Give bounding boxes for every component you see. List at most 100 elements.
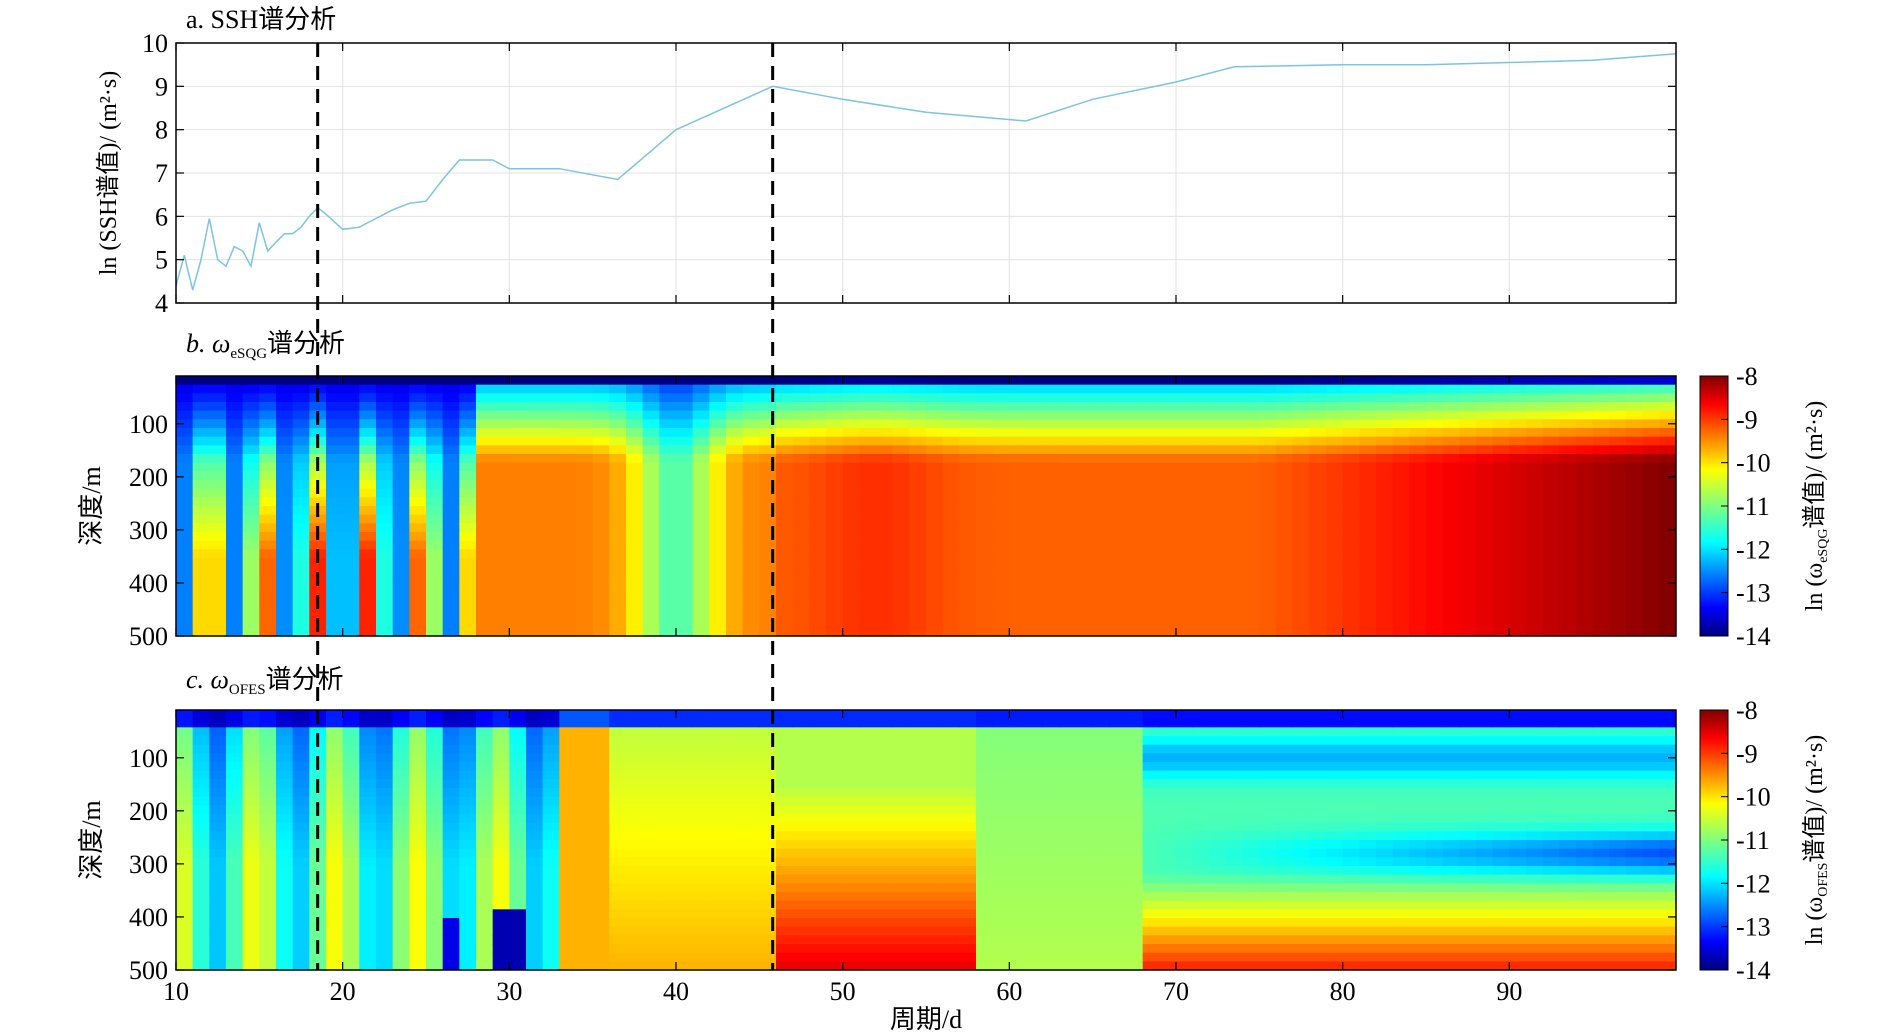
heatmap-cell — [909, 961, 927, 970]
heatmap-cell — [842, 770, 860, 780]
heatmap-cell — [1459, 454, 1477, 464]
heatmap-cell — [559, 831, 577, 841]
heatmap-cell — [359, 445, 377, 455]
heatmap-cell — [1359, 566, 1377, 576]
heatmap-cell — [1159, 454, 1177, 464]
heatmap-cell — [1592, 514, 1610, 524]
heatmap-cell — [292, 788, 310, 798]
heatmap-cell — [176, 909, 194, 919]
heatmap-cell — [426, 532, 444, 542]
heatmap-cell — [1192, 601, 1210, 611]
heatmap-cell — [1226, 822, 1244, 832]
heatmap-cell — [242, 848, 260, 858]
heatmap-cell — [1242, 866, 1260, 876]
heatmap-cell — [1659, 410, 1676, 420]
ssh-spectrum-line — [176, 53, 1676, 291]
heatmap-cell — [992, 471, 1010, 481]
heatmap-cell — [1159, 471, 1177, 481]
heatmap-cell — [592, 788, 610, 798]
heatmap-cell — [509, 874, 527, 884]
heatmap-cell — [426, 822, 444, 832]
heatmap-cell — [842, 532, 860, 542]
heatmap-cell — [1109, 900, 1127, 910]
heatmap-cell — [926, 428, 944, 438]
panel-a-x-tickmarks — [175, 43, 1510, 303]
heatmap-cell — [1026, 523, 1044, 533]
heatmap-cell — [292, 918, 310, 928]
heatmap-cell — [1176, 753, 1194, 763]
heatmap-cell — [409, 523, 427, 533]
heatmap-cell — [1276, 497, 1294, 507]
heatmap-cell — [192, 857, 210, 867]
heatmap-cell — [626, 384, 644, 394]
heatmap-cell — [676, 918, 694, 928]
heatmap-cell — [676, 532, 694, 542]
heatmap-cell — [1192, 471, 1210, 481]
heatmap-cell — [959, 762, 977, 772]
heatmap-cell — [1092, 796, 1110, 806]
heatmap-cell — [492, 532, 510, 542]
heatmap-cell — [459, 727, 477, 737]
heatmap-cell — [359, 436, 377, 446]
heatmap-cell — [576, 753, 594, 763]
heatmap-cell — [342, 944, 360, 954]
heatmap-cell — [776, 523, 794, 533]
heatmap-cell — [676, 900, 694, 910]
heatmap-cell — [1126, 376, 1144, 386]
heatmap-cell — [876, 523, 894, 533]
heatmap-cell — [1342, 831, 1360, 841]
heatmap-cell — [576, 618, 594, 628]
heatmap-cell — [1226, 944, 1244, 954]
heatmap-cell — [459, 471, 477, 481]
heatmap-cell — [1426, 506, 1444, 516]
heatmap-cell — [1276, 610, 1294, 620]
heatmap-cell — [526, 840, 544, 850]
heatmap-cell — [1626, 471, 1644, 481]
heatmap-cell — [1642, 480, 1660, 490]
heatmap-cell — [759, 549, 777, 559]
heatmap-cell — [459, 575, 477, 585]
heatmap-cell — [326, 822, 344, 832]
heatmap-cell — [1209, 866, 1227, 876]
heatmap-cell — [309, 744, 327, 754]
heatmap-cell — [926, 866, 944, 876]
heatmap-cell — [576, 376, 594, 386]
heatmap-cell — [1059, 857, 1077, 867]
heatmap-cell — [976, 480, 994, 490]
heatmap-cell — [1092, 926, 1110, 936]
heatmap-cell — [626, 883, 644, 893]
heatmap-cell — [459, 428, 477, 438]
heatmap-cell — [576, 822, 594, 832]
heatmap-cell — [1459, 627, 1477, 636]
heatmap-cell — [1159, 909, 1177, 919]
heatmap-cell — [892, 428, 910, 438]
heatmap-cell — [259, 874, 277, 884]
heatmap-cell — [1059, 402, 1077, 412]
heatmap-cell — [1359, 532, 1377, 542]
heatmap-cell — [426, 558, 444, 568]
heatmap-cell — [292, 514, 310, 524]
heatmap-cell — [1076, 454, 1094, 464]
heatmap-cell — [1642, 445, 1660, 455]
heatmap-cell — [942, 428, 960, 438]
heatmap-cell — [192, 497, 210, 507]
heatmap-cell — [1059, 549, 1077, 559]
heatmap-cell — [776, 805, 794, 815]
heatmap-cell — [759, 523, 777, 533]
heatmap-cell — [826, 584, 844, 594]
heatmap-cell — [359, 926, 377, 936]
heatmap-cell — [1259, 883, 1277, 893]
heatmap-cell — [1526, 549, 1544, 559]
heatmap-cell — [642, 805, 660, 815]
heatmap-cell — [1109, 883, 1127, 893]
heatmap-cell — [1459, 497, 1477, 507]
heatmap-cell — [1192, 718, 1210, 728]
heatmap-cell — [1209, 892, 1227, 902]
heatmap-cell — [642, 592, 660, 602]
heatmap-cell — [926, 892, 944, 902]
heatmap-cell — [1226, 506, 1244, 516]
heatmap-cell — [309, 866, 327, 876]
heatmap-cell — [1076, 436, 1094, 446]
heatmap-cell — [1392, 566, 1410, 576]
heatmap-cell — [1192, 848, 1210, 858]
